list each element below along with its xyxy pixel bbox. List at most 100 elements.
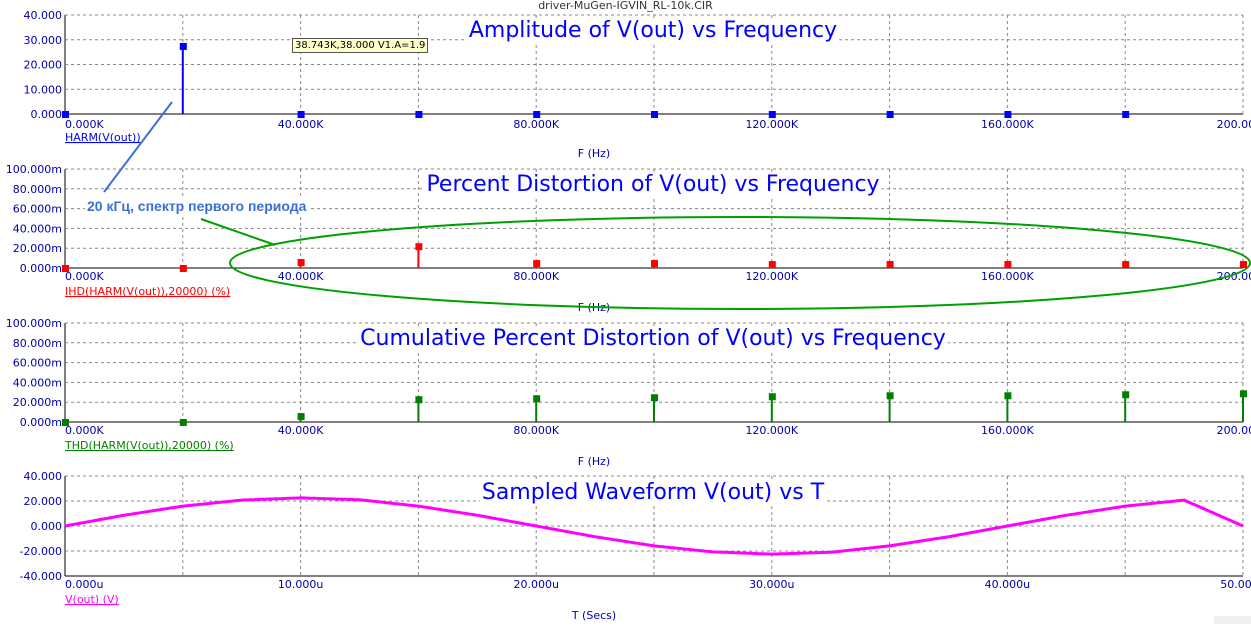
chart-title-bg — [424, 172, 882, 197]
bar-marker — [768, 111, 776, 118]
x-tick-label: 160.000K — [981, 270, 1034, 283]
y-tick-label: 0.000 — [31, 520, 63, 533]
y-tick-label: 30.000 — [24, 34, 63, 47]
highlight-ellipse — [229, 216, 1251, 310]
bar-marker — [297, 111, 305, 118]
y-tick-label: 20.000 — [24, 59, 63, 72]
y-tick-label: 20.000 — [24, 495, 63, 508]
y-tick-label: 60.000m — [13, 357, 62, 370]
x-tick-label: 40.000K — [278, 118, 324, 131]
x-tick-label: 20.000u — [513, 578, 558, 591]
bar-marker — [1122, 261, 1130, 269]
x-tick-label: 30.000u — [749, 578, 794, 591]
x-tick-label: 80.000K — [513, 270, 559, 283]
chart-title-bg — [466, 18, 840, 43]
y-tick-label: 0.000m — [20, 262, 62, 275]
x-tick-label: 40.000K — [278, 270, 324, 283]
bar-marker — [533, 395, 541, 403]
bar-marker — [62, 419, 69, 426]
bar-marker — [1004, 261, 1012, 269]
chart-title: Percent Distortion of V(out) vs Frequenc… — [426, 172, 879, 197]
y-tick-label: 60.000m — [13, 203, 62, 216]
x-tick-label: 200.000K — [1217, 118, 1251, 131]
y-tick-label: 0.000 — [31, 108, 63, 121]
x-tick-label: 120.000K — [745, 118, 798, 131]
y-tick-label: -40.000 — [20, 570, 62, 583]
x-tick-label: 200.000K — [1217, 270, 1251, 283]
cursor-tooltip: 38.743K,38.000 V1.A=1.9 — [292, 38, 429, 53]
x-tick-label: 40.000u — [985, 578, 1030, 591]
chart-title-bg — [479, 480, 827, 505]
y-tick-label: 100.000m — [6, 317, 62, 330]
x-tick-label: 40.000K — [278, 424, 324, 437]
bar-marker — [297, 413, 305, 421]
bar-marker — [1004, 111, 1012, 118]
bar-marker — [1122, 111, 1130, 118]
x-axis-label: F (Hz) — [578, 147, 610, 160]
series-line — [64, 496, 1244, 556]
y-tick-label: 80.000m — [13, 183, 62, 196]
y-tick-label: 20.000m — [13, 396, 62, 409]
x-tick-label: 0.000K — [65, 270, 104, 283]
file-title: driver-MuGen-IGVIN_RL-10k.CIR — [538, 0, 713, 12]
annotation-label: 20 кГц, спектр первого периода — [85, 198, 309, 214]
x-tick-label: 160.000K — [981, 424, 1034, 437]
bar-marker — [1240, 390, 1247, 398]
bar-marker — [651, 260, 658, 268]
bar-marker — [886, 111, 894, 118]
y-tick-label: 40.000 — [24, 9, 63, 22]
y-tick-label: 80.000m — [13, 337, 62, 350]
bar-marker — [886, 261, 894, 269]
bar-marker — [1122, 391, 1130, 399]
bar-marker — [768, 393, 776, 401]
x-tick-label: 160.000K — [981, 118, 1034, 131]
bar-marker — [651, 111, 658, 118]
y-tick-label: 10.000 — [24, 83, 63, 96]
series-label: THD(HARM(V(out)),20000) (%) — [64, 439, 234, 452]
x-tick-label: 50.000u — [1220, 578, 1251, 591]
x-tick-label: 10.000u — [278, 578, 323, 591]
bar-marker — [415, 111, 423, 118]
bar-marker — [768, 261, 776, 269]
series-label: V(out) (V) — [65, 593, 119, 606]
bar-marker — [179, 265, 187, 272]
pointer-line-blue — [103, 101, 173, 193]
bar-marker — [533, 111, 541, 118]
chart-title: Sampled Waveform V(out) vs T — [482, 480, 825, 505]
pointer-line-green — [200, 218, 276, 246]
x-tick-label: 0.000K — [65, 424, 104, 437]
bar-marker — [886, 392, 894, 400]
x-axis-label: T (Secs) — [571, 609, 616, 622]
bar-marker — [1240, 261, 1247, 269]
x-tick-label: 0.000K — [65, 118, 104, 131]
bar-marker — [179, 42, 187, 50]
x-tick-label: 0.000u — [65, 578, 103, 591]
x-tick-label: 80.000K — [513, 424, 559, 437]
y-tick-label: 100.000m — [6, 163, 62, 176]
x-tick-label: 200.000K — [1217, 424, 1251, 437]
y-tick-label: 40.000m — [13, 222, 62, 235]
y-tick-label: -20.000 — [20, 545, 62, 558]
bar-marker — [415, 396, 423, 404]
bar-marker — [297, 259, 305, 267]
y-tick-label: 40.000m — [13, 376, 62, 389]
y-tick-label: 20.000m — [13, 242, 62, 255]
bar-marker — [533, 260, 541, 268]
chart-title-bg — [358, 326, 948, 351]
y-tick-label: 40.000 — [24, 470, 63, 483]
chart-title: Cumulative Percent Distortion of V(out) … — [360, 326, 946, 351]
x-tick-label: 120.000K — [745, 270, 798, 283]
x-tick-label: 80.000K — [513, 118, 559, 131]
bar-marker — [62, 265, 69, 272]
bar-marker — [651, 394, 658, 402]
bar-marker — [179, 419, 187, 426]
series-label: IHD(HARM(V(out)),20000) (%) — [65, 285, 230, 298]
chart-title: Amplitude of V(out) vs Frequency — [469, 18, 837, 43]
series-label: HARM(V(out)) — [65, 131, 141, 144]
bar-marker — [1004, 392, 1012, 400]
y-tick-label: 0.000m — [20, 416, 62, 429]
bar-marker — [415, 243, 423, 251]
scroll-corner — [1214, 616, 1251, 624]
